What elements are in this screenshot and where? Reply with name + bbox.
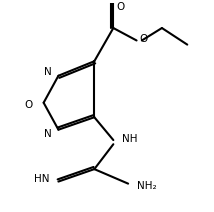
Text: O: O <box>117 2 125 12</box>
Text: N: N <box>44 67 52 77</box>
Text: NH₂: NH₂ <box>137 181 156 191</box>
Text: O: O <box>25 100 33 110</box>
Text: NH: NH <box>122 134 137 144</box>
Text: HN: HN <box>34 174 50 184</box>
Text: O: O <box>140 34 148 45</box>
Text: N: N <box>44 129 52 139</box>
